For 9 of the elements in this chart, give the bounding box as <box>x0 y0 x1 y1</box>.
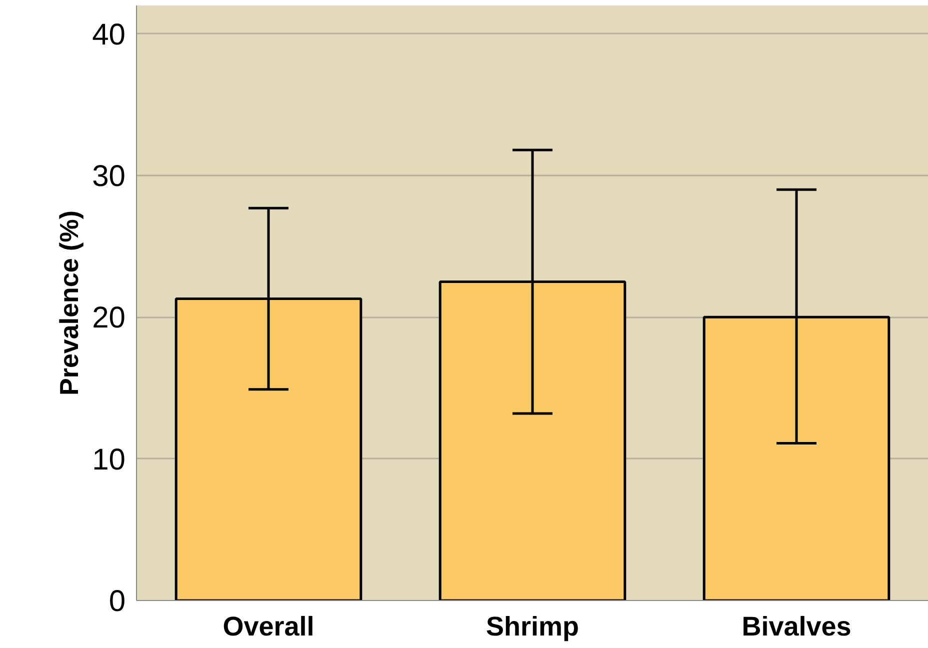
x-tick-label: Bivalves <box>742 612 852 642</box>
x-tick-label: Shrimp <box>486 612 580 642</box>
y-tick-label: 40 <box>92 18 126 52</box>
y-tick-label: 0 <box>108 585 126 618</box>
y-axis-title: Prevalence (%) <box>54 210 84 396</box>
x-tick-label: Overall <box>222 612 314 642</box>
y-tick-label: 20 <box>92 302 126 335</box>
y-tick-label: 30 <box>92 160 126 193</box>
y-tick-label: 10 <box>92 443 126 476</box>
